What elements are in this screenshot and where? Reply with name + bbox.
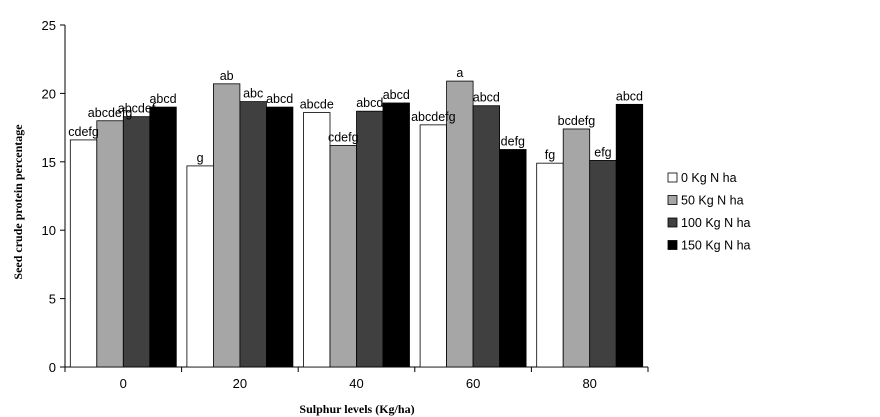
y-tick-label: 25 (42, 18, 56, 33)
x-tick-label: 60 (466, 376, 480, 391)
bar-0-2 (122, 116, 151, 368)
x-axis: 0 20 40 60 80 (64, 366, 649, 391)
data-label: cdefg (68, 125, 99, 139)
bar-60-2 (472, 105, 501, 368)
y-axis: 0 5 10 15 20 25 (42, 18, 66, 375)
y-tick-label: 0 (49, 360, 56, 375)
x-tick-label: 20 (233, 376, 247, 391)
legend-label: 50 Kg N ha (681, 194, 744, 208)
data-label: cdefg (328, 130, 359, 144)
bar-20-1 (212, 83, 241, 368)
legend-swatch (667, 240, 678, 250)
bar-60-3 (499, 149, 527, 368)
data-label: abcd (383, 88, 410, 102)
bar-60-1 (446, 80, 474, 368)
y-tick-label: 15 (42, 155, 56, 170)
legend: 0 Kg N ha 50 Kg N ha 100 Kg N ha 150 Kg N h… (667, 171, 751, 253)
x-tick-label: 40 (349, 376, 363, 391)
x-axis-title: Sulphur levels (Kg/ha) (299, 402, 414, 416)
x-tick-label: 0 (120, 376, 127, 391)
data-label: abcdefg (88, 106, 133, 120)
data-label: abcdefg (411, 110, 456, 124)
bar-80-3 (615, 103, 644, 368)
y-tick-label: 10 (42, 223, 56, 238)
data-label: fg (545, 148, 555, 162)
bar-40-0 (303, 112, 331, 368)
bar-20-2 (239, 101, 267, 368)
data-label: abcdef (118, 102, 156, 116)
legend-label: 0 Kg N ha (681, 171, 737, 185)
bar-40-1 (329, 144, 357, 368)
bar-60-0 (419, 124, 448, 368)
bar-0-1 (96, 120, 124, 368)
bar-40-2 (356, 110, 384, 368)
data-label: abcde (300, 98, 334, 112)
legend-swatch (667, 195, 678, 205)
legend-swatch (667, 172, 678, 183)
data-label: ab (220, 69, 234, 83)
data-label: abc (243, 87, 263, 101)
data-label: bcdefg (558, 114, 596, 128)
data-label: defg (501, 134, 525, 148)
bar-0-0 (69, 139, 98, 368)
data-label: abcd (149, 92, 176, 106)
y-tick-label: 20 (42, 86, 56, 101)
bars (69, 80, 644, 368)
bar-0-3 (149, 106, 177, 368)
data-label: efg (594, 145, 611, 159)
bar-80-0 (536, 162, 564, 368)
bar-20-0 (186, 165, 214, 368)
data-label: abcd (473, 91, 500, 105)
data-label: g (197, 151, 204, 165)
bar-80-1 (562, 128, 591, 368)
data-label: abcd (266, 92, 293, 106)
bar-80-2 (589, 160, 617, 368)
legend-label: 100 Kg N ha (681, 216, 751, 230)
legend-label: 150 Kg N ha (681, 239, 751, 253)
y-axis-title: Seed crude protein percentage (11, 124, 25, 280)
bar-20-3 (265, 106, 294, 368)
data-label: abcd (356, 96, 383, 110)
x-tick-label: 80 (582, 376, 596, 391)
legend-swatch (667, 217, 678, 228)
data-label: a (456, 66, 463, 80)
y-tick-label: 5 (49, 292, 56, 307)
bar-40-3 (382, 102, 410, 368)
data-label: abcd (616, 89, 643, 103)
